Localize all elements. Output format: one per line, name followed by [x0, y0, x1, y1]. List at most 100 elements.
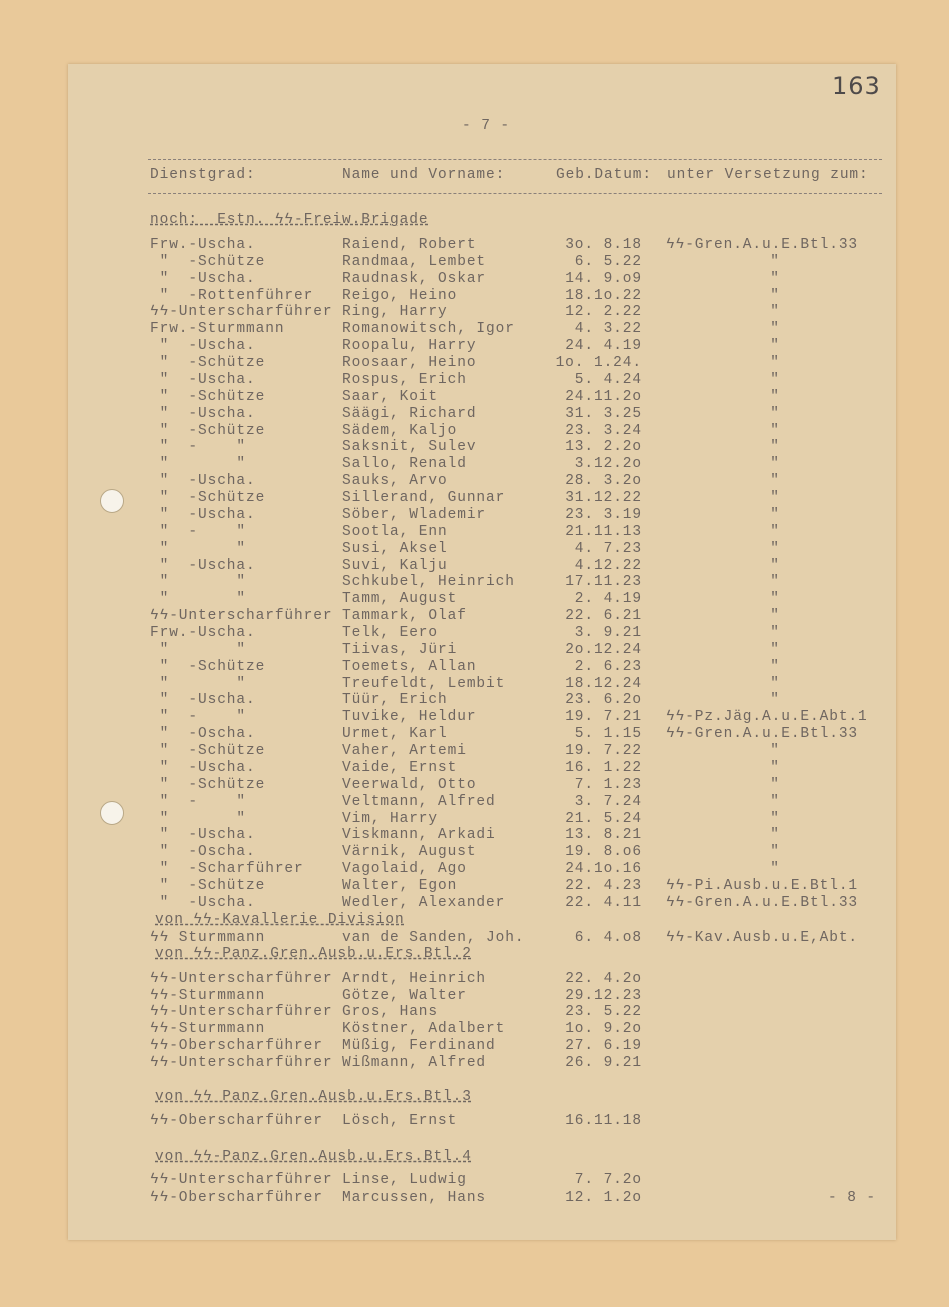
unit-cell: " [770, 456, 780, 473]
date-cell: 31. 3.25 [565, 405, 642, 422]
name-cell: Sädem, Kaljo [342, 422, 458, 439]
name-cell: Säägi, Richard [342, 405, 477, 422]
unit-cell: " [770, 473, 780, 490]
unit-cell: " [770, 422, 780, 439]
rank-cell: " -Schütze [150, 743, 266, 760]
name-cell: Saksnit, Sulev [342, 439, 477, 456]
name-cell: Gros, Hans [342, 1004, 439, 1021]
rank-cell: " - " [150, 709, 247, 726]
date-cell: 5. 1.15 [574, 726, 642, 743]
rank-cell: " -Schütze [150, 878, 266, 895]
date-cell: 3. 9.21 [574, 625, 642, 641]
date-cell: 4. 3.22 [574, 321, 642, 338]
rank-cell: " -Uscha. [150, 759, 256, 776]
name-cell: Tiivas, Jüri [342, 641, 458, 658]
unit-cell: ϟϟ-Gren.A.u.E.Btl.33 [666, 726, 859, 743]
date-cell: 23. 5.22 [565, 1004, 642, 1021]
unit-cell: " [770, 287, 780, 304]
name-cell: Tüür, Erich [342, 692, 448, 709]
section-heading: von ϟϟ-Panz.Gren.Ausb.u.Ers.Btl.2 [155, 946, 472, 962]
section-heading: von ϟϟ-Panz.Gren.Ausb.u.Ers.Btl.4 [155, 1149, 472, 1165]
rank-cell: " -Schütze [150, 490, 266, 507]
document-page [68, 64, 896, 1240]
unit-cell: " [770, 827, 780, 844]
section-heading: von ϟϟ Panz.Gren.Ausb.u.Ers.Btl.3 [155, 1089, 472, 1105]
name-cell: Susi, Aksel [342, 540, 448, 557]
name-cell: Sallo, Renald [342, 456, 467, 473]
name-cell: Arndt, Heinrich [342, 971, 487, 987]
unit-cell: " [770, 506, 780, 523]
date-cell: 22. 6.21 [565, 608, 642, 625]
rank-cell: ϟϟ-Unterscharführer [150, 1004, 333, 1021]
unit-cell: ϟϟ-Gren.A.u.E.Btl.33 [666, 894, 859, 911]
name-cell: Sauks, Arvo [342, 473, 448, 490]
name-cell: Raudnask, Oskar [342, 270, 487, 287]
date-cell: 27. 6.19 [565, 1037, 642, 1054]
column-header-unit: unter Versetzung zum: [667, 167, 869, 183]
unit-cell: " [770, 304, 780, 321]
rank-cell: " -Uscha. [150, 506, 256, 523]
unit-cell: " [770, 574, 780, 591]
unit-cell: " [770, 338, 780, 355]
rank-cell: " " [150, 456, 247, 473]
date-cell: 31.12.22 [565, 490, 642, 507]
rank-cell: " -Uscha. [150, 270, 256, 287]
unit-cell: " [770, 641, 780, 658]
rank-cell: " " [150, 574, 247, 591]
name-cell: Vagolaid, Ago [342, 861, 467, 878]
unit-cell: " [770, 270, 780, 287]
unit-cell: " [770, 557, 780, 574]
date-cell: 13. 8.21 [565, 827, 642, 844]
name-cell: Romanowitsch, Igor [342, 321, 515, 338]
unit-cell: " [770, 861, 780, 878]
header-rule-top [148, 159, 882, 160]
name-cell: Randmaa, Lembet [342, 253, 487, 270]
date-cell: 24.1o.16 [565, 861, 642, 878]
name-cell: Schkubel, Heinrich [342, 574, 515, 591]
section-heading: von ϟϟ-Kavallerie Division [155, 912, 405, 928]
date-cell: 21. 5.24 [565, 810, 642, 827]
unit-cell: " [770, 540, 780, 557]
date-cell: 1o. 1.24. [555, 355, 642, 372]
date-cell: 4. 7.23 [574, 540, 642, 557]
unit-cell: " [770, 692, 780, 709]
unit-cell: " [770, 743, 780, 760]
name-cell: Köstner, Adalbert [342, 1021, 506, 1038]
date-cell: 17.11.23 [565, 574, 642, 591]
unit-cell: " [770, 608, 780, 625]
date-cell: 24.11.2o [565, 388, 642, 405]
rank-cell: ϟϟ-Oberscharführer [150, 1113, 323, 1129]
unit-cell: ϟϟ-Pz.Jäg.A.u.E.Abt.1 [666, 709, 868, 726]
name-cell: Müßig, Ferdinand [342, 1037, 496, 1054]
rank-cell: " -Schütze [150, 776, 266, 793]
date-cell: 3.12.2o [574, 456, 642, 473]
date-cell: 13. 2.2o [565, 439, 642, 456]
unit-cell: " [770, 371, 780, 388]
unit-cell: " [770, 793, 780, 810]
name-cell: Treufeldt, Lembit [342, 675, 506, 692]
rank-cell: ϟϟ-Unterscharführer [150, 608, 333, 625]
name-cell: Sillerand, Gunnar [342, 490, 506, 507]
date-cell: 16.11.18 [565, 1113, 642, 1129]
name-cell: Vaide, Ernst [342, 759, 458, 776]
date-cell: 5. 4.24 [574, 371, 642, 388]
punch-hole [100, 801, 124, 825]
next-page-marker: - 8 - [828, 1190, 877, 1206]
date-cell: 22. 4.11 [565, 894, 642, 911]
name-cell: Urmet, Karl [342, 726, 448, 743]
rank-cell: " -Uscha. [150, 405, 256, 422]
name-cell: van de Sanden, Joh. [342, 930, 525, 946]
rank-cell: Frw.-Sturmmann [150, 321, 285, 338]
rank-cell: ϟϟ-Unterscharführer [150, 304, 333, 321]
name-cell: Tuvike, Heldur [342, 709, 477, 726]
rank-cell: Frw.-Uscha. [150, 237, 256, 253]
date-cell: 24. 4.19 [565, 338, 642, 355]
name-cell: Telk, Eero [342, 625, 439, 641]
name-cell: Tammark, Olaf [342, 608, 467, 625]
unit-cell: " [770, 625, 780, 641]
name-cell: Sootla, Enn [342, 523, 448, 540]
unit-cell: ϟϟ-Gren.A.u.E.Btl.33 [666, 237, 859, 253]
unit-cell: " [770, 675, 780, 692]
name-cell: Roosaar, Heino [342, 355, 477, 372]
rank-cell: " -Rottenführer [150, 287, 314, 304]
